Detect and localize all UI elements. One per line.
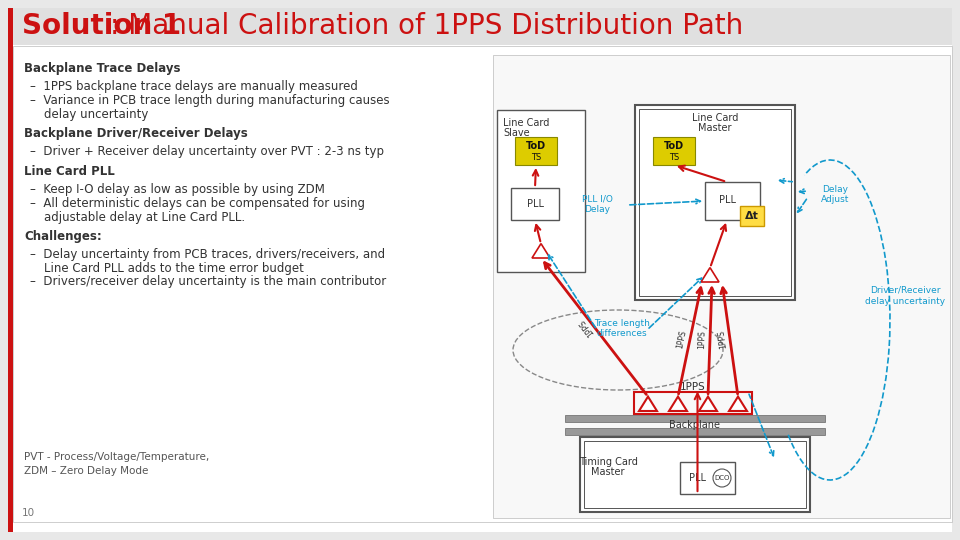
Bar xyxy=(635,105,795,300)
Text: differences: differences xyxy=(597,328,647,338)
Text: Backplane Driver/Receiver Delays: Backplane Driver/Receiver Delays xyxy=(24,127,248,140)
Text: Delay: Delay xyxy=(584,205,610,213)
Bar xyxy=(584,441,806,508)
Text: Line Card: Line Card xyxy=(692,113,738,123)
Bar xyxy=(515,137,557,165)
Text: PLL I/O: PLL I/O xyxy=(582,194,612,204)
Text: PLL: PLL xyxy=(526,199,543,209)
Polygon shape xyxy=(669,396,687,411)
Text: ToD: ToD xyxy=(526,141,546,151)
Text: Backplane: Backplane xyxy=(669,420,721,430)
Polygon shape xyxy=(701,268,719,282)
Bar xyxy=(13,8,952,45)
Text: adjustable delay at Line Card PLL.: adjustable delay at Line Card PLL. xyxy=(44,211,245,224)
Text: Master: Master xyxy=(591,467,625,477)
Text: –  Driver + Receiver delay uncertainty over PVT : 2-3 ns typ: – Driver + Receiver delay uncertainty ov… xyxy=(30,145,384,158)
Text: PVT - Process/Voltage/Temperature,: PVT - Process/Voltage/Temperature, xyxy=(24,452,209,462)
Text: 1PPS: 1PPS xyxy=(680,382,706,392)
Text: Δt: Δt xyxy=(745,211,759,221)
Bar xyxy=(740,206,764,226)
Text: 10: 10 xyxy=(22,508,36,518)
Text: PLL: PLL xyxy=(689,473,707,483)
Bar xyxy=(511,188,559,220)
Text: TS: TS xyxy=(669,152,679,161)
Text: 1PPS: 1PPS xyxy=(676,329,688,349)
Bar xyxy=(13,46,952,522)
Text: 1PPS: 1PPS xyxy=(697,330,707,349)
Text: TS: TS xyxy=(531,152,541,161)
Bar xyxy=(705,182,760,220)
Text: delay uncertainty: delay uncertainty xyxy=(865,298,945,307)
Bar xyxy=(634,392,752,414)
Polygon shape xyxy=(729,396,747,411)
Text: delay uncertainty: delay uncertainty xyxy=(44,108,149,121)
Text: Line Card: Line Card xyxy=(503,118,549,128)
Text: –  Delay uncertainty from PCB traces, drivers/receivers, and: – Delay uncertainty from PCB traces, dri… xyxy=(30,248,385,261)
Text: DCO: DCO xyxy=(714,475,730,481)
Bar xyxy=(565,415,825,422)
Polygon shape xyxy=(699,396,717,411)
Bar xyxy=(580,437,810,512)
Polygon shape xyxy=(532,244,550,258)
Text: Adjust: Adjust xyxy=(821,195,850,205)
Text: ZDM – Zero Delay Mode: ZDM – Zero Delay Mode xyxy=(24,466,149,476)
Bar xyxy=(497,110,585,272)
Text: Slave: Slave xyxy=(503,128,530,138)
Text: PLL: PLL xyxy=(718,195,735,205)
Text: ToD: ToD xyxy=(664,141,684,151)
Bar xyxy=(653,137,695,165)
Bar xyxy=(565,428,825,435)
Text: Timing Card: Timing Card xyxy=(579,457,637,467)
Text: Line Card PLL adds to the time error budget: Line Card PLL adds to the time error bud… xyxy=(44,262,304,275)
Text: : Manual Calibration of 1PPS Distribution Path: : Manual Calibration of 1PPS Distributio… xyxy=(110,12,743,40)
Bar xyxy=(639,109,791,296)
Text: –  1PPS backplane trace delays are manually measured: – 1PPS backplane trace delays are manual… xyxy=(30,80,358,93)
Polygon shape xyxy=(639,396,657,411)
Text: Driver/Receiver: Driver/Receiver xyxy=(870,286,940,294)
Bar xyxy=(493,55,950,518)
Text: Line Card PLL: Line Card PLL xyxy=(24,165,115,178)
Text: –  Variance in PCB trace length during manufacturing causes: – Variance in PCB trace length during ma… xyxy=(30,94,390,107)
Text: –  All deterministic delays can be compensated for using: – All deterministic delays can be compen… xyxy=(30,197,365,210)
Text: Delay: Delay xyxy=(822,185,848,193)
Text: Backplane Trace Delays: Backplane Trace Delays xyxy=(24,62,180,75)
Text: –  Drivers/receiver delay uncertainty is the main contributor: – Drivers/receiver delay uncertainty is … xyxy=(30,275,386,288)
Text: Master: Master xyxy=(698,123,732,133)
Bar xyxy=(680,462,735,494)
Circle shape xyxy=(713,469,731,487)
Text: –  Keep I-O delay as low as possible by using ZDM: – Keep I-O delay as low as possible by u… xyxy=(30,183,324,196)
Text: Challenges:: Challenges: xyxy=(24,230,102,243)
Text: Trace length: Trace length xyxy=(594,319,650,327)
Bar xyxy=(8,8,13,532)
Text: 1PPS: 1PPS xyxy=(577,317,596,338)
Text: Solution 1: Solution 1 xyxy=(22,12,181,40)
Text: 1PPS: 1PPS xyxy=(716,329,728,349)
